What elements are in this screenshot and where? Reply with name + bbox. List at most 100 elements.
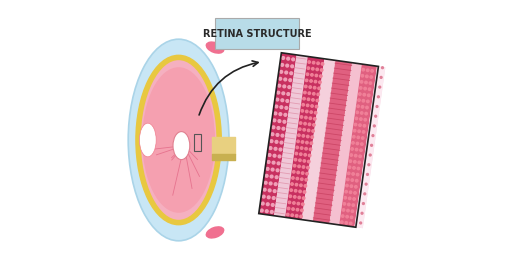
Circle shape [306,73,309,76]
Polygon shape [259,53,378,227]
Circle shape [283,120,286,123]
Circle shape [293,165,296,167]
Circle shape [316,99,319,102]
Circle shape [360,149,362,151]
Circle shape [345,190,347,193]
Circle shape [346,215,348,218]
Circle shape [302,135,305,137]
Polygon shape [285,57,324,220]
Circle shape [298,196,301,199]
Circle shape [298,134,300,136]
Circle shape [307,129,310,132]
Ellipse shape [139,123,156,157]
Circle shape [295,152,298,155]
Circle shape [315,74,318,77]
Circle shape [310,142,313,144]
Circle shape [350,222,352,225]
Circle shape [348,197,351,200]
Circle shape [292,171,295,173]
Circle shape [269,147,272,150]
Circle shape [304,153,306,156]
Polygon shape [313,60,352,223]
Circle shape [303,97,305,100]
Circle shape [299,190,301,193]
Circle shape [276,134,279,136]
Circle shape [296,146,299,149]
Circle shape [294,158,297,161]
Circle shape [298,165,300,168]
Circle shape [301,178,303,180]
Circle shape [292,202,295,204]
Circle shape [274,147,277,150]
Circle shape [365,75,368,78]
Circle shape [356,111,358,114]
Circle shape [379,86,381,88]
Circle shape [366,69,369,71]
Ellipse shape [206,226,225,239]
Circle shape [320,75,322,77]
Circle shape [281,64,284,66]
Circle shape [306,172,308,175]
Circle shape [342,209,345,211]
Circle shape [289,79,291,81]
Ellipse shape [173,132,190,160]
Circle shape [262,195,265,198]
Circle shape [282,127,285,130]
Circle shape [314,80,317,83]
Circle shape [277,127,280,129]
Polygon shape [339,64,377,227]
Circle shape [288,86,290,88]
Circle shape [365,112,368,115]
Circle shape [343,203,345,205]
Circle shape [299,128,301,130]
Circle shape [285,106,288,109]
Circle shape [263,188,266,191]
Circle shape [312,130,314,132]
Circle shape [310,74,313,76]
Circle shape [293,196,296,198]
Circle shape [291,177,294,179]
Circle shape [360,112,363,114]
Circle shape [310,80,313,82]
Circle shape [261,202,264,205]
Circle shape [304,85,307,88]
Circle shape [347,203,350,206]
Circle shape [307,160,310,163]
Circle shape [309,148,311,151]
Circle shape [301,141,304,143]
Circle shape [316,68,319,71]
Circle shape [355,117,358,120]
Circle shape [286,213,289,216]
Circle shape [290,189,292,192]
Circle shape [362,68,364,71]
Circle shape [301,172,304,174]
Circle shape [303,129,305,131]
Circle shape [320,69,323,71]
Circle shape [360,222,361,224]
Circle shape [352,173,354,175]
Circle shape [280,106,283,109]
Circle shape [358,161,360,164]
Circle shape [299,159,301,162]
Circle shape [368,94,370,97]
Circle shape [310,111,313,113]
Circle shape [279,148,282,151]
Circle shape [271,133,274,136]
Circle shape [359,87,362,89]
Circle shape [365,183,367,185]
Circle shape [357,105,359,108]
Circle shape [351,216,353,218]
Circle shape [362,203,364,204]
Circle shape [346,178,349,181]
Circle shape [305,110,308,113]
Circle shape [341,221,343,223]
Circle shape [287,207,290,210]
Circle shape [351,179,354,181]
Circle shape [363,125,365,127]
Circle shape [261,209,263,212]
Circle shape [349,160,352,162]
Circle shape [278,120,281,122]
Circle shape [305,116,307,119]
Circle shape [377,96,379,98]
Circle shape [269,182,272,185]
